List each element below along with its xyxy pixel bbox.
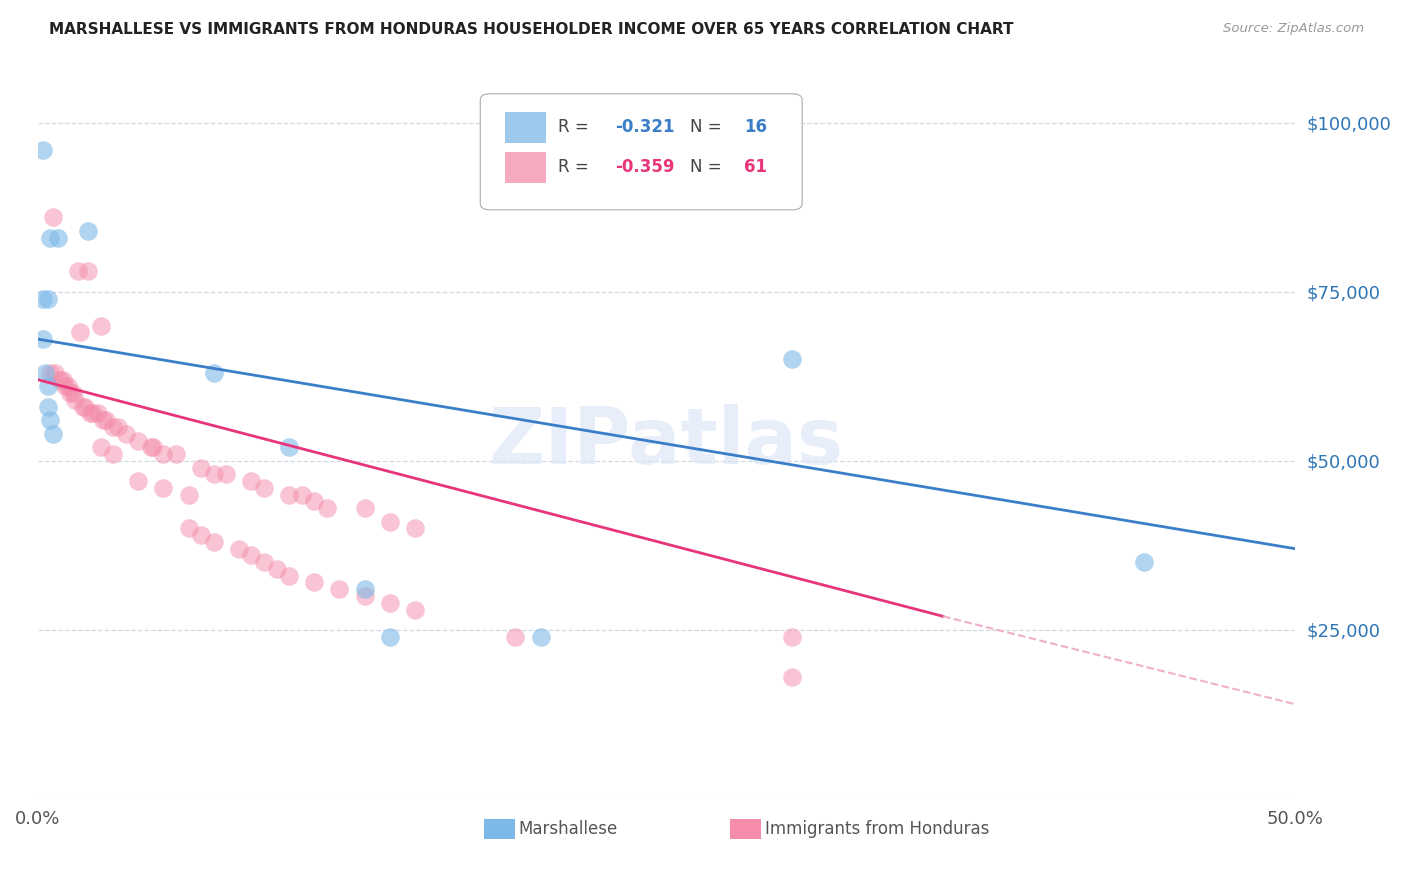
Point — [353, 582, 375, 597]
Point — [139, 440, 162, 454]
Point — [91, 413, 114, 427]
Point — [114, 426, 136, 441]
Text: MARSHALLESE VS IMMIGRANTS FROM HONDURAS HOUSEHOLDER INCOME OVER 65 YEARS CORRELA: MARSHALLESE VS IMMIGRANTS FROM HONDURAS … — [49, 22, 1014, 37]
Point — [77, 224, 100, 238]
Point — [1133, 555, 1156, 569]
Point — [101, 447, 124, 461]
Point — [266, 562, 288, 576]
Point — [107, 420, 129, 434]
Point — [378, 515, 401, 529]
Point — [152, 481, 174, 495]
Point — [404, 602, 426, 616]
Point — [190, 460, 212, 475]
Point — [44, 366, 66, 380]
Point — [37, 400, 59, 414]
Point — [87, 407, 110, 421]
Text: Source: ZipAtlas.com: Source: ZipAtlas.com — [1223, 22, 1364, 36]
Point — [780, 670, 803, 684]
Point — [77, 264, 100, 278]
Point — [165, 447, 187, 461]
Point — [56, 379, 79, 393]
Point — [253, 481, 276, 495]
Point — [31, 332, 53, 346]
Point — [240, 474, 263, 488]
Point — [39, 230, 62, 244]
Point — [278, 440, 301, 454]
Point — [780, 352, 803, 367]
Point — [42, 211, 65, 225]
Point — [127, 434, 149, 448]
Point — [65, 392, 87, 407]
Point — [505, 630, 527, 644]
Point — [315, 501, 337, 516]
Point — [53, 379, 76, 393]
Text: -0.359: -0.359 — [614, 159, 675, 177]
Point — [152, 447, 174, 461]
Point — [42, 426, 65, 441]
Text: N =: N = — [690, 119, 727, 136]
Point — [378, 596, 401, 610]
Point — [202, 535, 225, 549]
Point — [291, 487, 314, 501]
Point — [177, 521, 200, 535]
Bar — [505, 152, 546, 183]
Point — [37, 379, 59, 393]
Point — [49, 373, 72, 387]
Point — [240, 549, 263, 563]
Point — [46, 230, 69, 244]
Point — [82, 407, 104, 421]
Bar — [505, 112, 546, 143]
Text: ZIPatlas: ZIPatlas — [489, 404, 844, 480]
Point — [378, 630, 401, 644]
Point — [215, 467, 238, 482]
Point — [190, 528, 212, 542]
Point — [530, 630, 553, 644]
Point — [31, 292, 53, 306]
Point — [780, 630, 803, 644]
Point — [37, 292, 59, 306]
FancyBboxPatch shape — [481, 94, 803, 210]
Text: 61: 61 — [744, 159, 768, 177]
Text: Immigrants from Honduras: Immigrants from Honduras — [765, 820, 990, 838]
Point — [75, 400, 97, 414]
Point — [34, 366, 56, 380]
Point — [404, 521, 426, 535]
Point — [142, 440, 165, 454]
Text: R =: R = — [558, 159, 595, 177]
Text: -0.321: -0.321 — [614, 119, 675, 136]
Point — [59, 386, 82, 401]
Point — [278, 487, 301, 501]
Point — [202, 366, 225, 380]
Point — [52, 373, 75, 387]
Point — [94, 413, 117, 427]
Point — [253, 555, 276, 569]
Point — [69, 326, 91, 340]
Point — [90, 440, 112, 454]
Point — [62, 386, 84, 401]
Text: R =: R = — [558, 119, 595, 136]
Point — [90, 318, 112, 333]
Point — [66, 264, 89, 278]
Point — [79, 407, 101, 421]
Point — [39, 413, 62, 427]
Point — [278, 568, 301, 582]
Text: 16: 16 — [744, 119, 768, 136]
Point — [353, 589, 375, 603]
Point — [328, 582, 350, 597]
Text: N =: N = — [690, 159, 727, 177]
Point — [72, 400, 94, 414]
Point — [353, 501, 375, 516]
Point — [228, 541, 250, 556]
Point — [31, 143, 53, 157]
Point — [101, 420, 124, 434]
Point — [304, 575, 326, 590]
Point — [39, 366, 62, 380]
Point — [127, 474, 149, 488]
Point — [177, 487, 200, 501]
Text: Marshallese: Marshallese — [519, 820, 619, 838]
Point — [304, 494, 326, 508]
Point — [202, 467, 225, 482]
